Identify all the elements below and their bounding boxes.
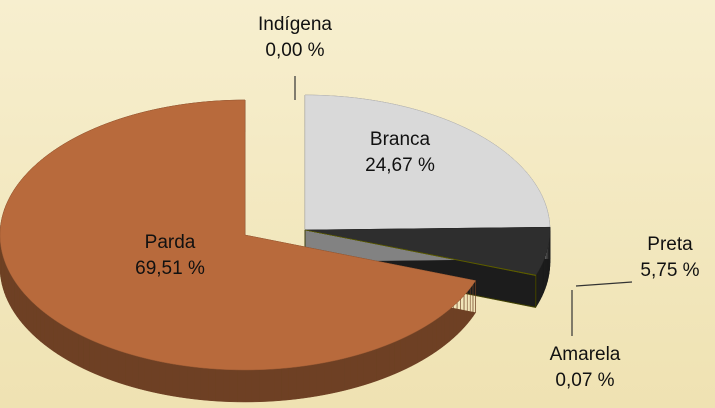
- slice-label: Amarela: [550, 344, 621, 365]
- slice-value-label: 24,67 %: [365, 155, 435, 176]
- slice-value-label: 69,51 %: [135, 258, 205, 279]
- slice: [304, 226, 551, 276]
- leader-line: [575, 281, 633, 287]
- slice-value-label: 0,07 %: [555, 370, 614, 391]
- slice-label: Branca: [370, 129, 431, 150]
- slice-value-label: 5,75 %: [640, 260, 699, 281]
- slice-label: Indígena: [258, 14, 332, 35]
- slice: [0, 99, 476, 371]
- slice-label: Parda: [145, 232, 196, 253]
- slice: [304, 94, 551, 231]
- slice-label: Preta: [647, 234, 693, 255]
- slice-value-label: 0,00 %: [265, 40, 324, 61]
- slice-side: [304, 229, 537, 309]
- slice: [304, 229, 537, 276]
